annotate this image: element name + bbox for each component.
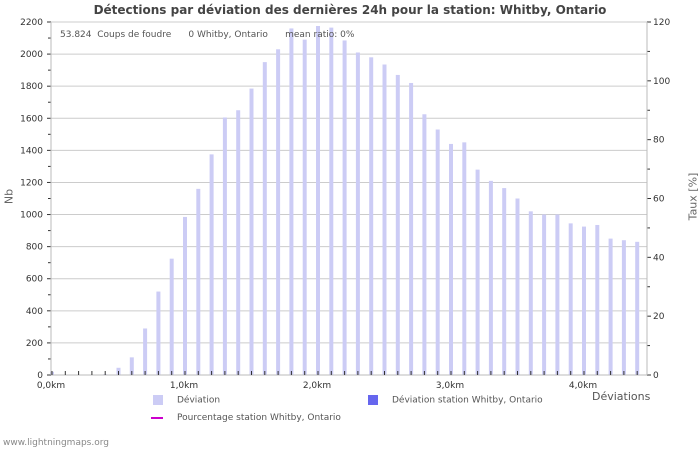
- strokes-label: Coups de foudre: [97, 30, 172, 40]
- chart-title: Détections par déviation des dernières 2…: [93, 3, 607, 17]
- legend-item-deviation-station: Déviation station Whitby, Ontario: [368, 395, 543, 406]
- svg-text:1000: 1000: [20, 211, 43, 221]
- svg-text:2,0km: 2,0km: [303, 381, 331, 391]
- svg-text:3,0km: 3,0km: [436, 381, 464, 391]
- svg-text:0: 0: [653, 371, 659, 381]
- svg-text:800: 800: [26, 243, 43, 253]
- bars-deviation: [50, 26, 640, 376]
- station-count: 0 Whitby, Ontario: [188, 30, 268, 40]
- svg-text:100: 100: [653, 77, 670, 87]
- axes: [47, 21, 651, 376]
- svg-text:0,0km: 0,0km: [37, 381, 65, 391]
- legend-swatch-deviation: [153, 395, 163, 405]
- svg-text:4,0km: 4,0km: [569, 381, 597, 391]
- svg-text:80: 80: [653, 136, 665, 146]
- stats-line: 53.824 Coups de foudre 0 Whitby, Ontario…: [60, 30, 354, 40]
- legend-swatch-deviation-station: [368, 395, 378, 405]
- y-axis-title-left: Nb: [2, 188, 16, 205]
- legend-line-percentage-station: [151, 416, 163, 419]
- svg-text:1200: 1200: [20, 178, 43, 188]
- svg-text:1600: 1600: [20, 114, 43, 124]
- svg-text:2000: 2000: [20, 50, 43, 60]
- svg-text:20: 20: [653, 312, 665, 322]
- svg-text:60: 60: [653, 195, 665, 205]
- svg-text:200: 200: [26, 339, 43, 349]
- svg-text:0: 0: [37, 371, 43, 381]
- x-axis-title: Déviations: [592, 390, 651, 403]
- svg-text:40: 40: [653, 253, 665, 263]
- legend-label-deviation-station: Déviation station Whitby, Ontario: [392, 395, 543, 406]
- svg-text:120: 120: [653, 18, 670, 28]
- svg-text:1800: 1800: [20, 82, 43, 92]
- legend-label-percentage-station: Pourcentage station Whitby, Ontario: [177, 413, 341, 423]
- svg-text:400: 400: [26, 307, 43, 317]
- mean-ratio: mean ratio: 0%: [285, 30, 355, 40]
- svg-text:1,0km: 1,0km: [170, 381, 198, 391]
- legend-item-percentage-station: Pourcentage station Whitby, Ontario: [151, 413, 341, 423]
- strokes-count: 53.824: [60, 30, 92, 40]
- tick-labels: 0200400600800100012001400160018002000220…: [20, 18, 670, 391]
- svg-text:600: 600: [26, 275, 43, 285]
- legend-label-deviation: Déviation: [177, 395, 221, 406]
- svg-text:1400: 1400: [20, 146, 43, 156]
- footer-credit: www.lightningmaps.org: [3, 438, 109, 448]
- legend-item-deviation: Déviation: [153, 395, 220, 406]
- svg-text:2200: 2200: [20, 18, 43, 28]
- y-axis-title-right: Taux [%]: [686, 172, 700, 221]
